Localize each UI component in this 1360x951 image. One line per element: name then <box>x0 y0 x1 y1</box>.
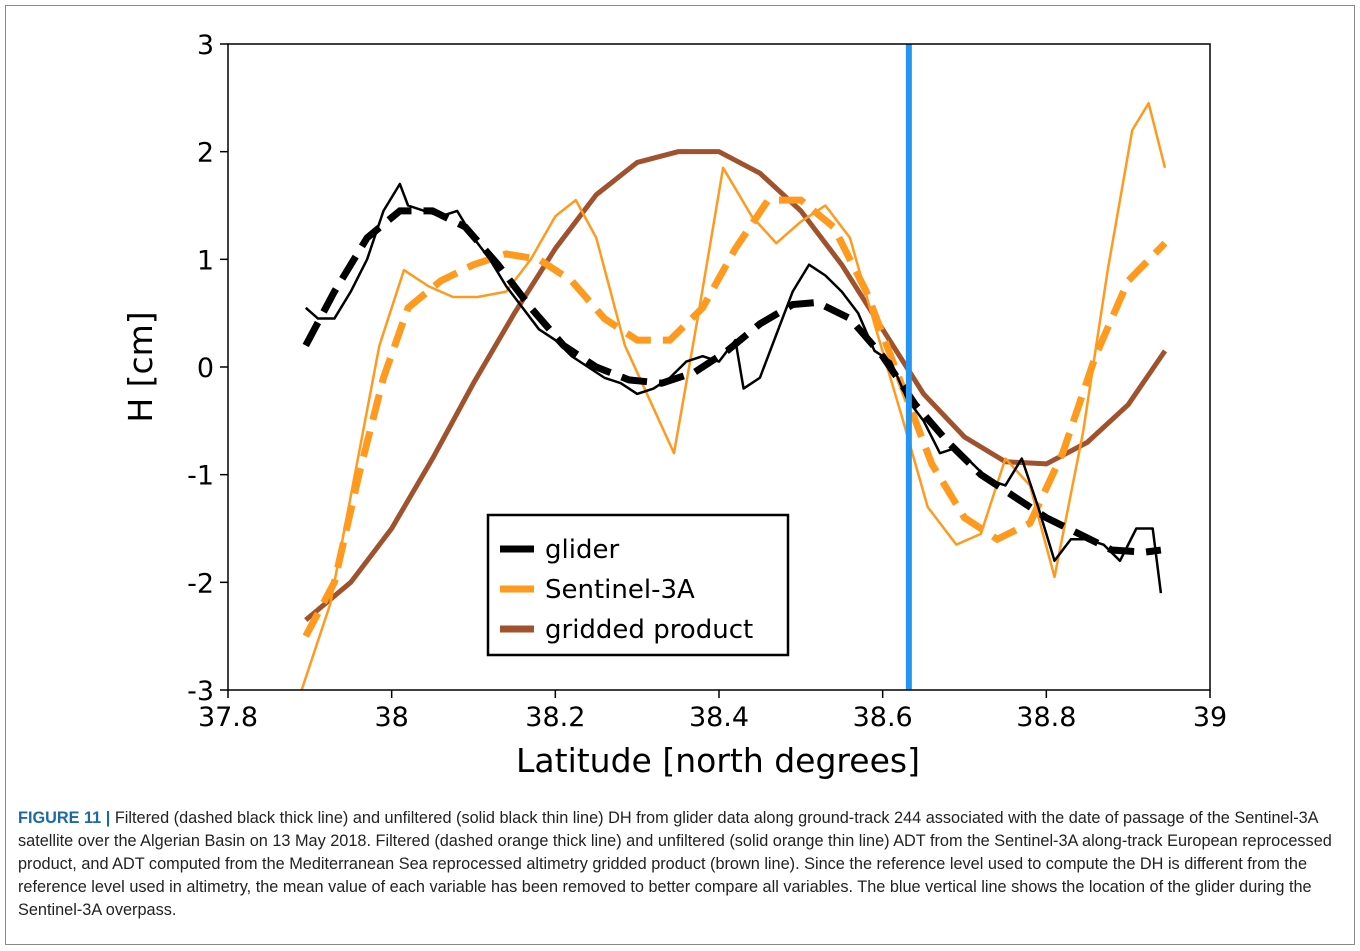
x-axis-label: Latitude [north degrees] <box>516 741 920 780</box>
data-line <box>300 101 1167 691</box>
filtered-line <box>302 196 1168 638</box>
figure-frame <box>5 5 1355 945</box>
caption: FIGURE 11 | Filtered (dashed black thick… <box>18 807 1344 922</box>
y-tick-label: -2 <box>187 568 214 599</box>
y-tick-label: -3 <box>187 676 214 707</box>
caption-text: Filtered (dashed black thick line) and u… <box>18 809 1332 919</box>
caption-label: FIGURE 11 | <box>18 809 111 827</box>
x-tick-label: 38.6 <box>853 702 913 733</box>
chart: Latitude [north degrees] H [cm] 37.8 38 38… <box>121 30 1227 780</box>
x-tick-label: 37.8 <box>198 702 258 733</box>
legend-label: Sentinel-3A <box>545 575 695 605</box>
y-tick-label: 1 <box>197 245 214 276</box>
filtered-line <box>302 207 1162 556</box>
y-tick-label: -1 <box>187 461 214 492</box>
y-axis-label: H [cm] <box>121 311 160 422</box>
legend-label: gridded product <box>545 615 753 645</box>
x-tick-label: 38.4 <box>689 702 749 733</box>
y-tick-label: 2 <box>197 138 214 169</box>
legend-box <box>486 513 790 657</box>
y-tick-label: 3 <box>197 30 214 61</box>
legend-label: glider <box>545 535 619 565</box>
x-tick-label: 38.2 <box>525 702 585 733</box>
x-tick-label: 38.8 <box>1016 702 1076 733</box>
y-tick-label: 0 <box>197 353 214 384</box>
data-line <box>304 149 1168 622</box>
x-tick-label: 38 <box>374 702 408 733</box>
x-tick-label: 39 <box>1193 702 1227 733</box>
